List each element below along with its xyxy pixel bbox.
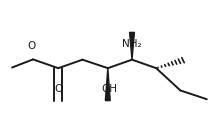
Text: NH₂: NH₂ (122, 39, 142, 49)
Text: O: O (54, 84, 62, 94)
Text: O: O (28, 41, 36, 51)
Polygon shape (105, 68, 110, 101)
Polygon shape (130, 32, 134, 60)
Text: OH: OH (101, 84, 117, 94)
